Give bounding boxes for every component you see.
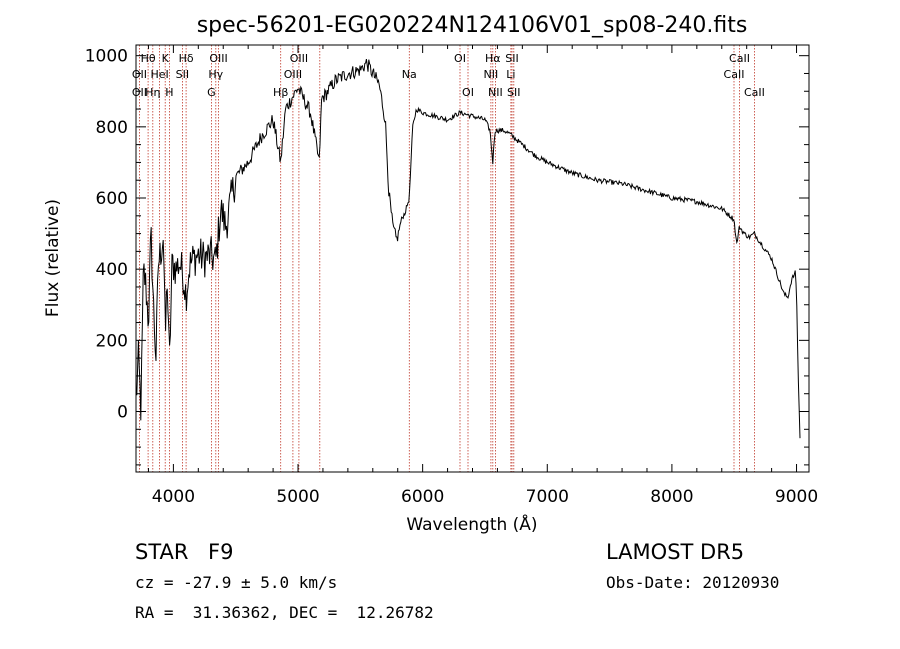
x-tick-label: 7000 xyxy=(526,487,569,507)
line-label: Li xyxy=(506,68,515,81)
line-label: Hγ xyxy=(208,68,223,81)
line-label: K xyxy=(162,52,170,65)
line-label: SII xyxy=(176,68,189,81)
line-label: OIII xyxy=(284,68,302,81)
line-label: Hα xyxy=(485,52,501,65)
line-label: CaII xyxy=(744,86,765,99)
line-label: OI xyxy=(462,86,474,99)
y-tick-label: 0 xyxy=(117,403,128,423)
chart-title: spec-56201-EG020224N124106V01_sp08-240.f… xyxy=(197,13,748,38)
line-label: Hβ xyxy=(273,86,288,99)
y-tick-label: 800 xyxy=(96,118,128,138)
line-label: OIII xyxy=(290,52,308,65)
plot-frame xyxy=(135,44,810,473)
line-label: G xyxy=(207,86,216,99)
line-label: CaII xyxy=(729,52,750,65)
y-tick-label: 600 xyxy=(96,189,128,209)
observation-date: Obs-Date: 20120930 xyxy=(606,573,780,592)
y-axis-label: Flux (relative) xyxy=(43,199,63,317)
line-label: Hθ xyxy=(141,52,156,65)
x-tick-label: 8000 xyxy=(650,487,693,507)
coordinates: RA = 31.36362, DEC = 12.26782 xyxy=(135,603,434,622)
line-label: HeI xyxy=(150,68,168,81)
line-label: NII xyxy=(484,68,499,81)
line-label: OIII xyxy=(209,52,227,65)
line-label: NII xyxy=(488,86,503,99)
x-axis-ticks: 4000 5000 6000 7000 8000 9000 xyxy=(147,45,818,507)
spectral-line-markers xyxy=(138,45,755,472)
radial-velocity: cz = -27.9 ± 5.0 km/s xyxy=(135,573,338,592)
x-tick-label: 4000 xyxy=(152,487,195,507)
spectrum-line xyxy=(136,59,801,439)
survey-name: LAMOST DR5 xyxy=(606,540,745,564)
y-axis-ticks: 0 200 400 600 800 1000 xyxy=(85,47,809,466)
line-label: Hδ xyxy=(179,52,194,65)
x-axis-label: Wavelength (Å) xyxy=(406,513,537,535)
x-tick-label: 5000 xyxy=(276,487,319,507)
line-label: OII xyxy=(132,68,147,81)
y-tick-label: 400 xyxy=(96,260,128,280)
line-label: SII xyxy=(505,52,518,65)
spectral-line-labels: HθOIIOIIHηKHeIHHδSIIOIIIHγGOIIIOIIIHβNaO… xyxy=(132,52,765,99)
subclass: F9 xyxy=(208,540,234,564)
line-label: H xyxy=(165,86,173,99)
line-label: OI xyxy=(454,52,466,65)
line-label: CaII xyxy=(724,68,745,81)
x-tick-label: 6000 xyxy=(401,487,444,507)
x-tick-label: 9000 xyxy=(775,487,818,507)
object-class: STAR xyxy=(135,540,189,564)
line-label: Hη xyxy=(145,86,160,99)
y-tick-label: 1000 xyxy=(85,47,128,67)
line-label: Na xyxy=(402,68,417,81)
y-tick-label: 200 xyxy=(96,331,128,351)
line-label: SII xyxy=(507,86,520,99)
